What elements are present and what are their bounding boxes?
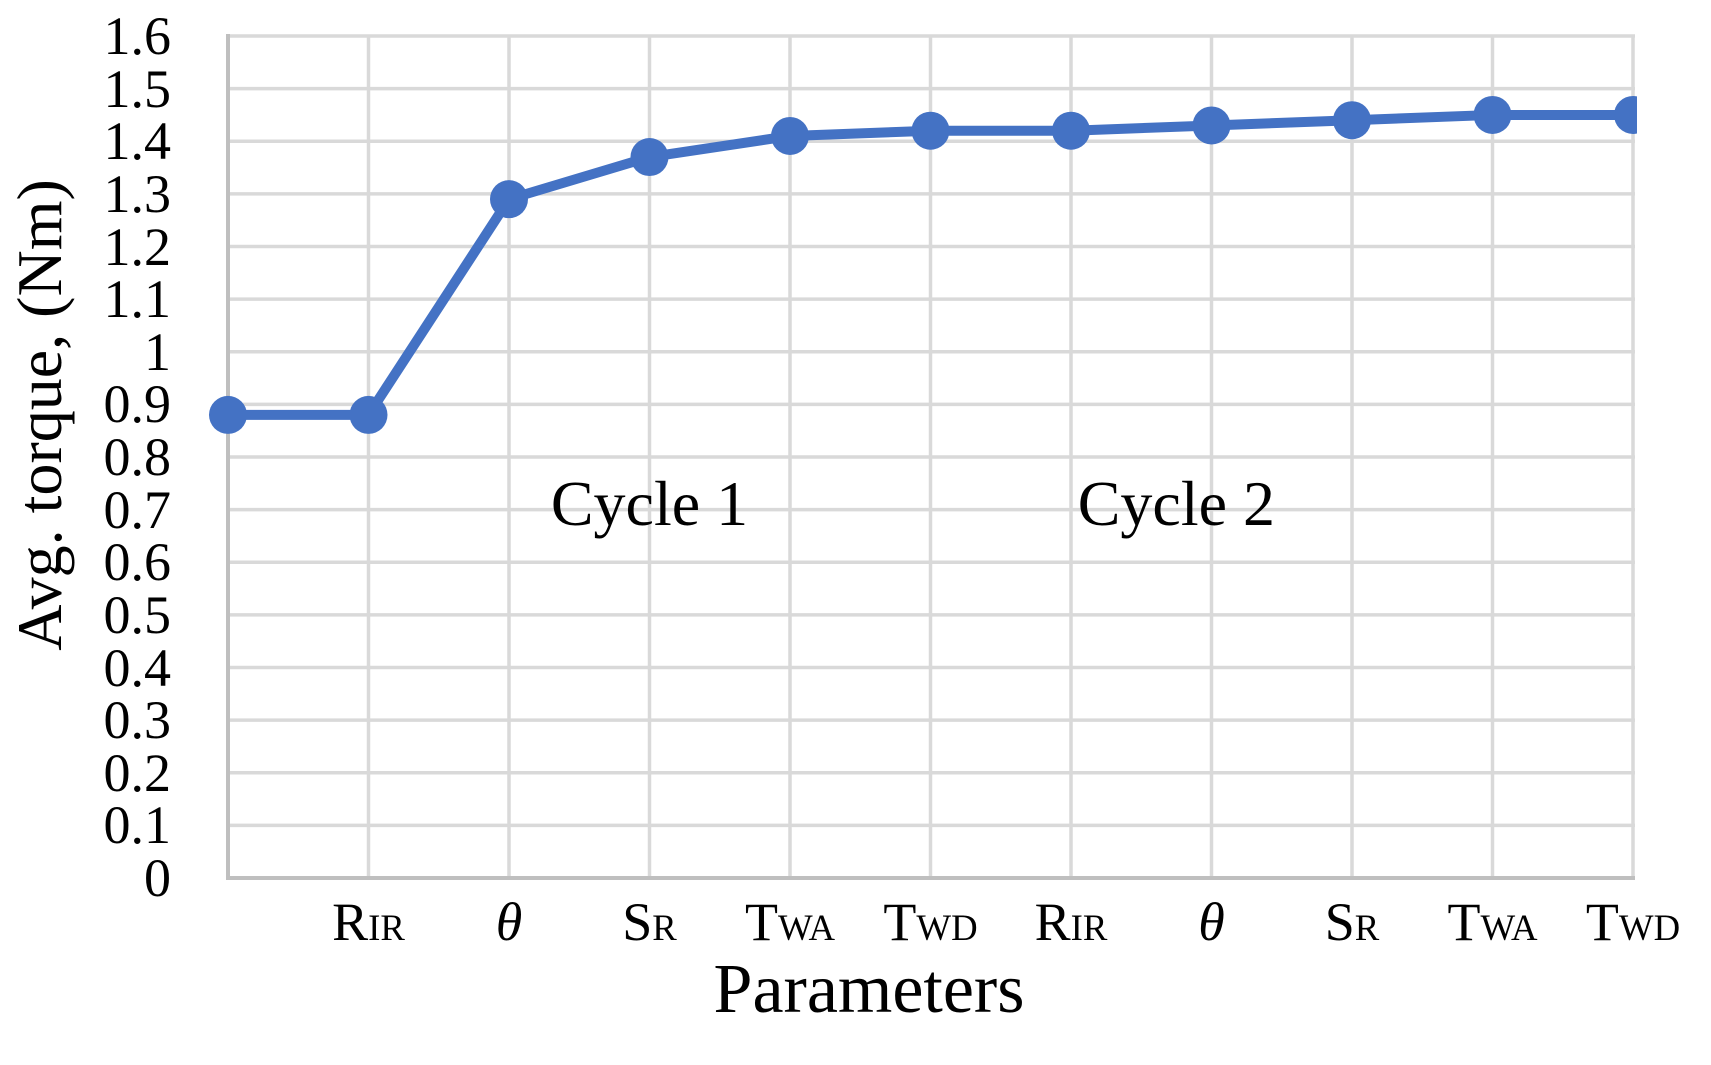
y-tick-label: 0.5 (103, 584, 172, 645)
y-tick-label: 1 (144, 321, 171, 382)
x-tick-label-base: T (744, 892, 778, 952)
x-tick-label: RIR (1035, 892, 1108, 958)
y-tick-label: 0.4 (103, 637, 172, 698)
x-axis-title: Parameters (713, 951, 1025, 1028)
x-tick-label-subscript: WA (777, 907, 836, 948)
y-axis-title: Avg. torque, (Nm) (4, 179, 75, 651)
x-tick-label-base: T (1447, 892, 1481, 952)
data-point-marker (1473, 95, 1512, 134)
x-tick-label-base: θ (1198, 892, 1225, 952)
y-tick-label: 1.5 (103, 58, 172, 119)
data-point-marker (1052, 111, 1090, 150)
x-tick-label-base: R (332, 892, 369, 952)
y-tick-label: 0.7 (103, 479, 172, 540)
y-tick-label: 0.9 (103, 374, 172, 435)
y-tick-label: 1.2 (103, 216, 172, 277)
data-point-marker (630, 138, 669, 177)
annotation-cycle-1: Cycle 1 (550, 468, 749, 540)
data-point-marker (771, 116, 809, 155)
x-tick-label: TWA (1447, 892, 1537, 958)
y-tick-label: 1.6 (103, 6, 172, 66)
x-tick-label: θ (1198, 892, 1225, 952)
x-tick-label-subscript: R (652, 907, 677, 948)
y-tick-label: 0.8 (103, 427, 172, 487)
x-tick-label: θ (496, 892, 523, 952)
x-tick-label-subscript: WA (1480, 907, 1538, 948)
data-point-marker (349, 395, 388, 434)
y-tick-label: 0 (144, 848, 171, 908)
x-tick-label-base: S (622, 892, 653, 952)
x-tick-label-subscript: R (1354, 907, 1380, 948)
x-tick-label-subscript: IR (1070, 907, 1108, 948)
series-group (209, 95, 1637, 434)
x-tick-label-base: θ (495, 892, 523, 952)
y-tick-label: 0.1 (103, 795, 172, 856)
data-point-marker (490, 180, 528, 219)
data-point-marker (1333, 101, 1371, 140)
x-tick-label-subscript: WD (1618, 907, 1681, 948)
data-point-marker (1614, 95, 1637, 134)
data-point-marker (911, 111, 950, 150)
data-point-marker (209, 395, 247, 434)
data-point-marker (1192, 106, 1231, 145)
y-tick-label: 0.2 (103, 742, 172, 803)
x-tick-label: SR (622, 892, 677, 958)
y-tick-label: 0.6 (103, 532, 172, 593)
x-tick-label-subscript: WD (916, 907, 978, 948)
x-tick-label-subscript: IR (368, 907, 405, 948)
y-tick-label: 1.3 (103, 163, 172, 224)
y-tick-label: 0.3 (103, 690, 172, 751)
y-tick-label: 1.1 (103, 269, 172, 330)
x-tick-label-base: T (883, 892, 917, 952)
x-tick-label-base: T (1585, 892, 1619, 952)
x-tick-label: TWA (745, 892, 835, 958)
x-tick-label: RIR (332, 892, 405, 958)
x-tick-label: SR (1325, 892, 1380, 958)
x-tick-label-base: R (1034, 892, 1071, 952)
x-tick-label: TWD (883, 892, 977, 958)
x-tick-label-base: S (1324, 892, 1355, 952)
annotation-cycle-2: Cycle 2 (1077, 468, 1276, 540)
x-tick-label: TWD (1586, 892, 1680, 958)
y-tick-label: 1.4 (103, 111, 172, 172)
